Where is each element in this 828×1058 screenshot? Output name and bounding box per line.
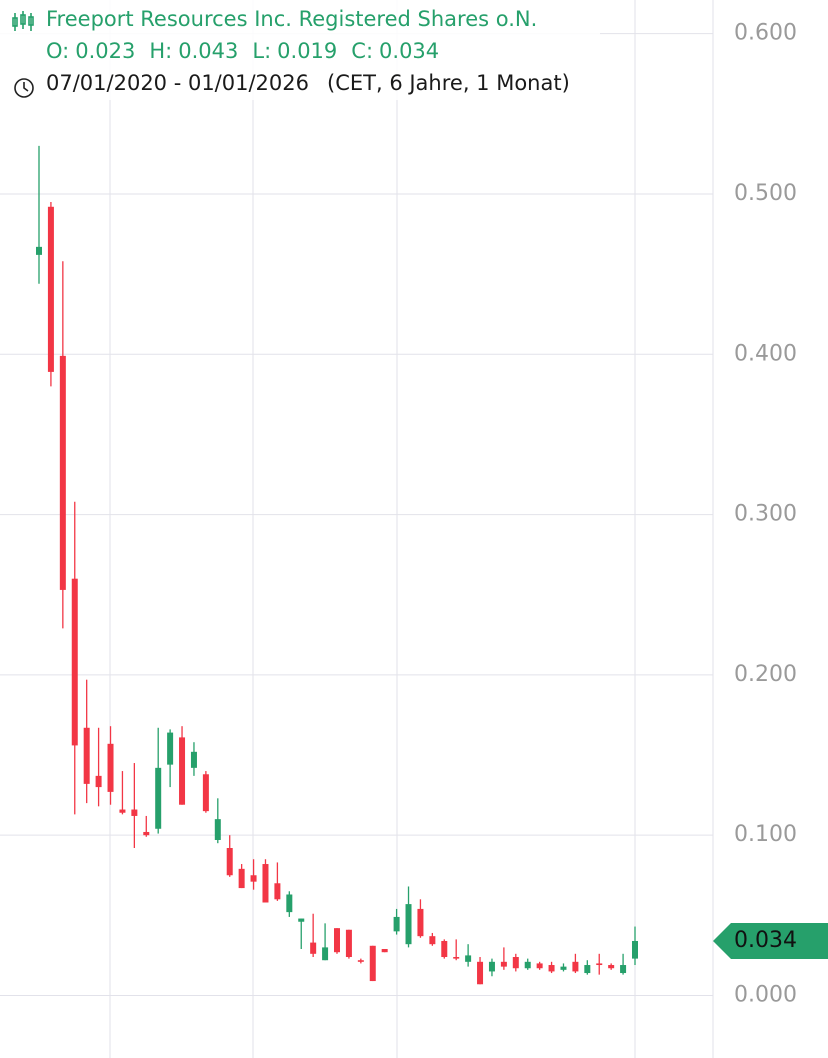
time-grid	[109, 0, 714, 1058]
last-price-marker	[713, 922, 828, 959]
header-backdrop	[0, 0, 600, 100]
title: Freeport Resources Inc. Registered Share…	[46, 7, 537, 31]
candle-body	[167, 732, 174, 765]
candle-body	[131, 809, 138, 816]
candle-body	[95, 775, 102, 788]
candle-body	[488, 961, 495, 972]
candle-body	[71, 578, 78, 746]
y-tick-label: 0.000	[734, 982, 797, 1007]
candle-body	[632, 940, 638, 959]
clock-icon	[14, 78, 34, 98]
candle-body	[596, 963, 603, 966]
candle-body	[345, 929, 352, 958]
candle-body	[47, 206, 54, 372]
candle-body	[536, 963, 543, 969]
ohlc-label: H:	[149, 39, 172, 63]
candle-body	[512, 957, 519, 969]
candle-body	[107, 743, 114, 792]
ohlc-value: 0.034	[379, 39, 439, 63]
y-tick-label: 0.100	[734, 822, 797, 847]
y-tick-label: 0.200	[734, 662, 797, 687]
candle-icon	[12, 11, 34, 31]
candle-body	[250, 875, 257, 882]
y-tick-label: 0.300	[734, 502, 797, 527]
period-note: (CET, 6 Jahre, 1 Monat)	[327, 71, 570, 95]
grid	[0, 33, 713, 996]
candle-body	[465, 955, 472, 962]
candle-body	[202, 774, 209, 812]
y-tick-label: 0.400	[734, 341, 797, 366]
candle-body	[524, 961, 531, 969]
last-price-label: 0.034	[734, 928, 797, 953]
ohlc-value: 0.023	[75, 39, 135, 63]
ohlc-value: 0.043	[178, 39, 238, 63]
candle-body	[393, 916, 400, 932]
candle-body	[143, 831, 150, 836]
date-range: 07/01/2020 - 01/01/2026 (CET, 6 Jahre, 1 …	[46, 71, 570, 95]
candle-body	[190, 751, 197, 768]
candles	[36, 145, 638, 985]
ohlc-value: 0.019	[277, 39, 337, 63]
candle-body	[381, 948, 388, 953]
candle-body	[214, 819, 221, 840]
candle-body	[584, 965, 591, 974]
candle-body	[405, 904, 412, 945]
candle-body	[453, 957, 460, 959]
candle-body	[322, 947, 329, 961]
ohlc-label: C:	[351, 39, 373, 63]
candle-body	[560, 966, 567, 970]
candle-body	[441, 940, 448, 958]
candle-body	[417, 908, 424, 937]
candle-body	[262, 864, 269, 903]
candle-body	[310, 942, 317, 954]
candle-body	[357, 960, 364, 962]
y-axis: 0.000 0.100 0.200 0.300 0.400 0.500 0.600	[734, 21, 797, 1008]
candle-body	[155, 767, 162, 829]
candle-body	[83, 727, 90, 784]
y-tick-label: 0.500	[734, 181, 797, 206]
date-range-text: 07/01/2020 - 01/01/2026	[46, 71, 309, 95]
candle-body	[572, 961, 579, 972]
ohlc-label: O:	[46, 39, 69, 63]
candle-body	[608, 965, 615, 969]
candle-body	[298, 918, 305, 922]
candle-body	[369, 945, 376, 982]
candle-body	[119, 809, 126, 813]
candle-body	[274, 883, 281, 900]
candle-body	[477, 961, 484, 985]
ohlc-label: L:	[252, 39, 271, 63]
candle-body	[500, 961, 507, 967]
candle-body	[334, 928, 340, 953]
y-tick-label: 0.600	[734, 21, 797, 46]
candle-body	[238, 868, 245, 889]
candle-body	[429, 936, 436, 945]
last-price-tag: 0.034	[713, 922, 828, 959]
candle-body	[36, 246, 42, 255]
candle-body	[59, 355, 66, 590]
candle-body	[286, 894, 293, 913]
candle-body	[620, 965, 627, 974]
ohlc-legend: O: 0.023 H: 0.043 L: 0.019 C: 0.034	[46, 39, 439, 63]
candle-body	[179, 737, 186, 805]
candle-body	[226, 848, 233, 876]
candle-body	[548, 965, 555, 972]
